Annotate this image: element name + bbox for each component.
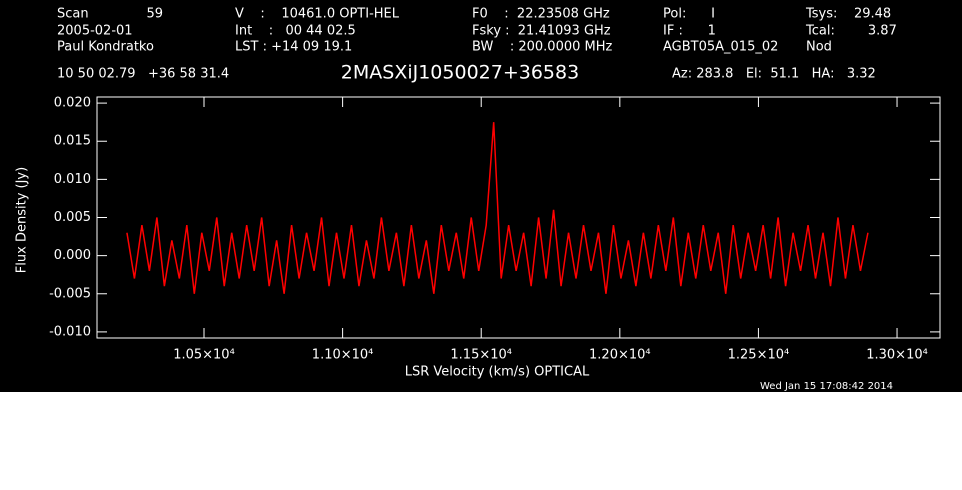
plot-background [0, 0, 962, 392]
header-field: AGBT05A_015_02 [663, 40, 778, 55]
header-field: Scan [57, 7, 89, 22]
y-axis-label: Flux Density (Jy) [15, 167, 30, 273]
timestamp: Wed Jan 15 17:08:42 2014 [760, 381, 893, 392]
header-field: 59 [146, 7, 163, 22]
header-field: Pol: I [663, 7, 715, 22]
header-field: Paul Kondratko [57, 40, 154, 55]
header-field: 2005-02-01 [57, 24, 133, 39]
x-tick-label: 1.10×10⁴ [312, 348, 374, 363]
spectrum-line [126, 122, 869, 294]
x-tick-label: 1.25×10⁴ [728, 348, 790, 363]
coordinates: 10 50 02.79 +36 58 31.4 [57, 67, 229, 82]
y-tick-label: -0.005 [49, 286, 91, 301]
y-tick-label: 0.005 [54, 210, 91, 225]
header-field: IF : 1 [663, 24, 716, 39]
x-tick-label: 1.05×10⁴ [173, 348, 235, 363]
y-tick-label: 0.010 [54, 172, 91, 187]
x-axis-label: LSR Velocity (km/s) OPTICAL [405, 365, 590, 380]
header-field: V : 10461.0 OPTI-HEL [235, 7, 400, 22]
x-tick-label: 1.30×10⁴ [866, 348, 928, 363]
y-tick-label: 0.020 [54, 96, 91, 111]
x-tick-label: 1.15×10⁴ [450, 348, 512, 363]
header-field: Int : 00 44 02.5 [235, 24, 356, 39]
x-tick-label: 1.20×10⁴ [589, 348, 651, 363]
y-tick-label: 0.000 [54, 248, 91, 263]
header-field: Tcal: 3.87 [805, 24, 897, 39]
pointing: Az: 283.8 El: 51.1 HA: 3.32 [672, 67, 876, 82]
header-field: F0 : 22.23508 GHz [472, 7, 610, 22]
header-field: Tsys: 29.48 [805, 7, 891, 22]
header-field: Nod [806, 40, 832, 55]
header-field: LST : +14 09 19.1 [235, 40, 352, 55]
y-tick-label: -0.010 [49, 324, 91, 339]
header-field: BW : 200.0000 MHz [472, 40, 613, 55]
chart-title: 2MASXiJ1050027+36583 [341, 62, 579, 84]
y-tick-label: 0.015 [54, 134, 91, 149]
header-field: Fsky : 21.41093 GHz [472, 24, 611, 39]
